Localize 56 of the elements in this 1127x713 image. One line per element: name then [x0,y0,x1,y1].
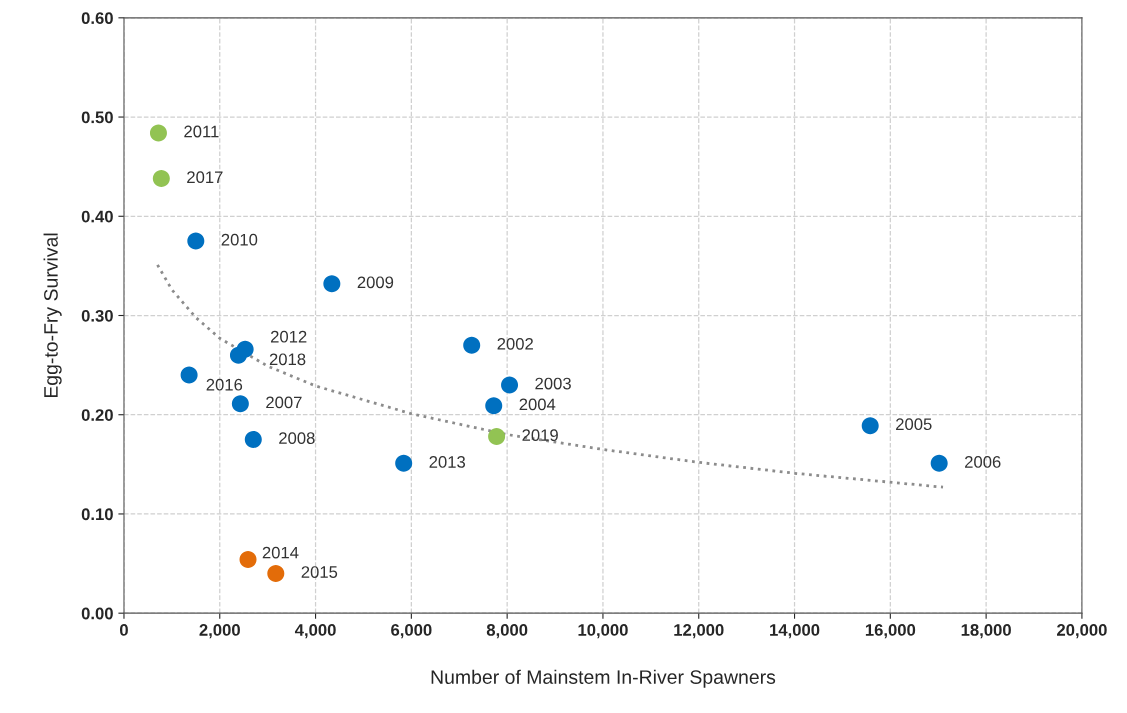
y-tick-label: 0.00 [81,607,113,620]
annotation: 2006 [965,456,1001,468]
x-tick-label: 20,000 [1057,624,1107,639]
point [488,428,506,446]
point [930,454,948,472]
point [180,366,198,384]
x-tick-label: 8,000 [486,624,528,639]
point [149,124,167,142]
point [267,564,285,582]
y-tick-label: 0.30 [81,309,113,322]
point [323,275,341,293]
annotation: 2014 [262,546,299,559]
annotation: 2005 [896,418,932,431]
annotation: 2019 [522,429,558,442]
x-tick-label: 10,000 [578,624,628,639]
annotation: 2018 [269,353,306,366]
point [229,346,247,364]
annotation: 2012 [270,330,307,343]
annotation: 2002 [497,337,533,350]
annotation: 2016 [206,378,243,391]
point [395,454,413,472]
annotation: 2007 [266,396,302,409]
y-axis-title: Egg-to-Fry Survival [43,233,62,398]
line-series [156,263,945,489]
y-tick-label: 0.10 [81,508,113,521]
y-tick-label: 0.20 [81,409,113,421]
annotation: 2013 [429,456,466,468]
annotation: 2004 [519,398,556,411]
x-tick-label: 14,000 [770,624,820,639]
x-tick-label: 6,000 [391,624,432,639]
x-tick-label: 4,000 [294,624,336,639]
point [231,395,249,413]
x-tick-label: 0 [119,624,128,636]
y-tick-label: 0.60 [81,12,113,25]
point [485,397,503,415]
x-tick-label: 16,000 [865,624,916,639]
x-tick-label: 2,000 [199,624,240,639]
annotation: 2010 [221,233,258,246]
point [152,170,170,188]
point [501,376,519,394]
x-axis-title: Number of Mainstem In-River Spawners [431,669,776,688]
point [239,551,257,569]
point [861,417,879,435]
point [244,431,262,449]
annotation: 2011 [184,125,219,138]
annotation: 2003 [535,377,571,390]
annotation: 2009 [357,276,394,289]
point [463,336,481,354]
x-tick-label: 18,000 [961,624,1011,639]
point [187,232,205,250]
x-tick-label: 12,000 [674,624,724,639]
annotation: 2008 [279,432,315,445]
annotation: 2015 [301,566,338,578]
y-tick-label: 0.40 [81,210,113,223]
y-tick-label: 0.50 [81,111,113,124]
annotation: 2017 [187,171,223,184]
